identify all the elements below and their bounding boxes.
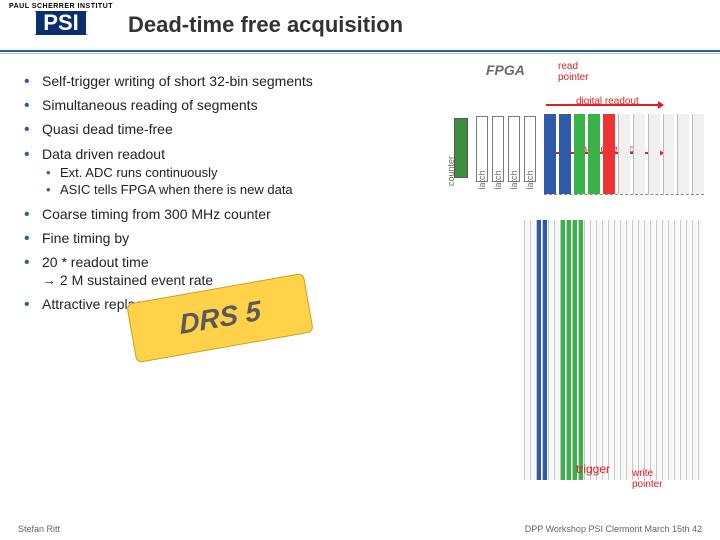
bullet-list: Self-trigger writing of short 32-bin seg… xyxy=(24,72,424,319)
bullet-item: Fine timing by xyxy=(24,229,424,247)
slide-root: PAUL SCHERRER INSTITUT PSI Dead-time fre… xyxy=(0,0,720,540)
footer-event: DPP Workshop PSI Clermont March 15th 42 xyxy=(525,524,702,534)
psi-logo: PAUL SCHERRER INSTITUT PSI xyxy=(6,3,116,47)
bullet-item: Data driven readout Ext. ADC runs contin… xyxy=(24,145,424,199)
segment-column xyxy=(536,220,541,480)
segment-column xyxy=(656,220,661,480)
segment-column xyxy=(596,220,601,480)
segment-column xyxy=(638,220,643,480)
bullet-text: Quasi dead time-free xyxy=(42,121,173,137)
callout-text: DRS 5 xyxy=(178,295,261,341)
segment-column xyxy=(668,220,673,480)
segment-column xyxy=(614,220,619,480)
bullet-text: Data driven readout xyxy=(42,146,165,162)
segment-green xyxy=(588,114,600,194)
logo-psi-text: PSI xyxy=(33,11,88,35)
segment-gray xyxy=(618,114,630,194)
segment-column xyxy=(644,220,649,480)
segment-column xyxy=(632,220,637,480)
segment-bank-top xyxy=(544,114,704,194)
bullet-text: Simultaneous reading of segments xyxy=(42,97,258,113)
segment-column xyxy=(572,220,577,480)
segment-column xyxy=(554,220,559,480)
bullet-text: Coarse timing from 300 MHz counter xyxy=(42,206,271,222)
segment-bank-bottom xyxy=(524,220,706,480)
header-rule xyxy=(0,50,720,52)
segment-column xyxy=(542,220,547,480)
segment-blue xyxy=(544,114,556,194)
sub-list: Ext. ADC runs continuously ASIC tells FP… xyxy=(42,165,424,199)
segment-gray xyxy=(648,114,660,194)
fpga-diagram: readpointer digital readout analog reado… xyxy=(448,60,708,490)
segment-column xyxy=(692,220,697,480)
segment-column xyxy=(674,220,679,480)
bullet-text: Fine timing by xyxy=(42,230,129,246)
latch-block: latch xyxy=(508,116,520,182)
segment-column xyxy=(560,220,565,480)
guide-line xyxy=(544,194,704,195)
latch-label: latch xyxy=(509,170,519,189)
logo-institute-text: PAUL SCHERRER INSTITUT xyxy=(9,3,113,10)
segment-column xyxy=(578,220,583,480)
segment-red xyxy=(603,114,615,194)
header-rule-thin xyxy=(0,53,720,54)
slide-header: PAUL SCHERRER INSTITUT PSI Dead-time fre… xyxy=(0,0,720,50)
segment-column xyxy=(566,220,571,480)
latch-label: latch xyxy=(477,170,487,189)
bullet-item: Quasi dead time-free xyxy=(24,120,424,138)
bullet-item: 20 * readout time → 2 M sustained event … xyxy=(24,253,424,289)
segment-green xyxy=(574,114,586,194)
segment-column xyxy=(530,220,535,480)
bullet-item: Coarse timing from 300 MHz counter xyxy=(24,205,424,223)
segment-column xyxy=(524,220,529,480)
bullet-text: 20 * readout time xyxy=(42,254,149,270)
segment-column xyxy=(584,220,589,480)
segment-column xyxy=(620,220,625,480)
segment-column xyxy=(650,220,655,480)
segment-column xyxy=(602,220,607,480)
segment-blue xyxy=(559,114,571,194)
digital-readout-arrow xyxy=(546,104,658,106)
segment-column xyxy=(698,220,703,480)
segment-column xyxy=(548,220,553,480)
segment-gray xyxy=(692,114,704,194)
write-pointer-label: writepointer xyxy=(632,469,663,490)
latch-row: latch latch latch latch xyxy=(476,116,536,182)
read-pointer-label: readpointer xyxy=(558,62,589,83)
segment-column xyxy=(590,220,595,480)
segment-column xyxy=(626,220,631,480)
latch-block: latch xyxy=(476,116,488,182)
counter-block xyxy=(454,118,468,178)
latch-label: latch xyxy=(493,170,503,189)
bullet-item: Self-trigger writing of short 32-bin seg… xyxy=(24,72,424,90)
bullet-text: Self-trigger writing of short 32-bin seg… xyxy=(42,73,313,89)
segment-column xyxy=(680,220,685,480)
trigger-label: trigger xyxy=(576,462,610,476)
segment-column xyxy=(686,220,691,480)
segment-gray xyxy=(677,114,689,194)
footer-author: Stefan Ritt xyxy=(18,524,60,534)
bullet-text-extra: → 2 M sustained event rate xyxy=(42,272,213,288)
latch-label: latch xyxy=(525,170,535,189)
latch-block: latch xyxy=(524,116,536,182)
sub-item: Ext. ADC runs continuously xyxy=(42,165,424,182)
slide-title: Dead-time free acquisition xyxy=(128,12,403,38)
latch-block: latch xyxy=(492,116,504,182)
segment-column xyxy=(662,220,667,480)
bullet-item: Simultaneous reading of segments xyxy=(24,96,424,114)
segment-column xyxy=(608,220,613,480)
segment-gray xyxy=(663,114,675,194)
counter-label: counter xyxy=(446,156,456,186)
segment-gray xyxy=(633,114,645,194)
sub-item: ASIC tells FPGA when there is new data xyxy=(42,182,424,199)
